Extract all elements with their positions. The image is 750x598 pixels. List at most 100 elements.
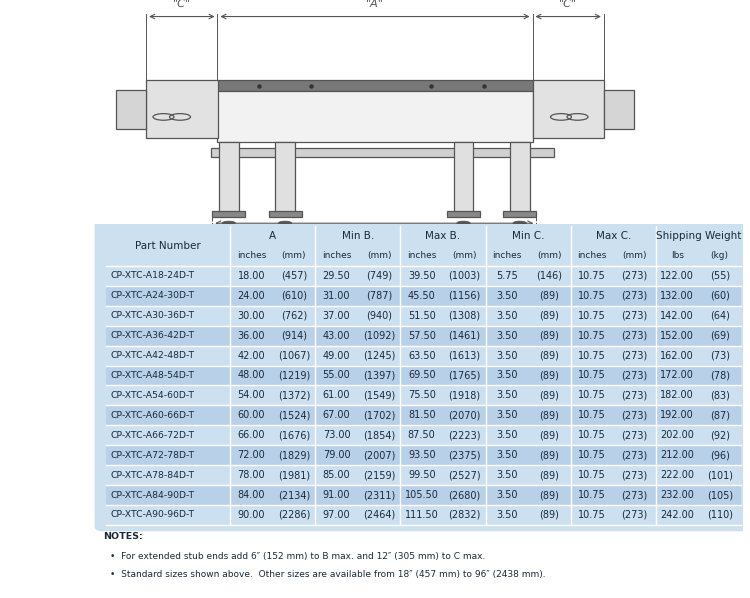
Text: (273): (273) bbox=[622, 331, 648, 341]
Text: 10.75: 10.75 bbox=[578, 350, 606, 361]
Text: (2527): (2527) bbox=[448, 470, 481, 480]
Text: (1676): (1676) bbox=[278, 430, 310, 440]
Text: 24.00: 24.00 bbox=[238, 291, 266, 301]
Text: (69): (69) bbox=[710, 331, 730, 341]
Bar bbox=[106, 425, 741, 445]
Text: (610): (610) bbox=[281, 291, 307, 301]
Text: 3.50: 3.50 bbox=[496, 410, 517, 420]
Text: (273): (273) bbox=[622, 430, 648, 440]
Text: (89): (89) bbox=[539, 450, 560, 460]
Text: (1308): (1308) bbox=[448, 311, 480, 321]
Text: (2159): (2159) bbox=[363, 470, 395, 480]
Text: 54.00: 54.00 bbox=[238, 390, 266, 401]
Text: (1067): (1067) bbox=[278, 350, 310, 361]
Text: "C": "C" bbox=[559, 0, 578, 10]
Text: 3.50: 3.50 bbox=[496, 390, 517, 401]
Text: 91.00: 91.00 bbox=[322, 490, 350, 500]
Text: CP-XTC-A24-30D-T: CP-XTC-A24-30D-T bbox=[111, 291, 195, 300]
Text: Min B.: Min B. bbox=[342, 231, 374, 241]
Text: (273): (273) bbox=[622, 350, 648, 361]
Text: (273): (273) bbox=[622, 311, 648, 321]
Text: 3.50: 3.50 bbox=[496, 470, 517, 480]
Text: Max C.: Max C. bbox=[596, 231, 631, 241]
Text: 242.00: 242.00 bbox=[660, 510, 694, 520]
Bar bbox=[106, 266, 741, 286]
Text: "C": "C" bbox=[172, 0, 190, 10]
Text: Part Number: Part Number bbox=[135, 241, 201, 251]
Bar bbox=[532, 80, 604, 138]
Text: (mm): (mm) bbox=[622, 251, 646, 260]
Text: "B": "B" bbox=[365, 236, 383, 246]
Text: inches: inches bbox=[322, 251, 351, 260]
Bar bbox=[106, 326, 741, 346]
Text: 63.50: 63.50 bbox=[408, 350, 436, 361]
Text: lbs: lbs bbox=[670, 251, 684, 260]
Text: (73): (73) bbox=[710, 350, 730, 361]
Text: 10.75: 10.75 bbox=[578, 490, 606, 500]
Text: 192.00: 192.00 bbox=[660, 410, 694, 420]
Text: 66.00: 66.00 bbox=[238, 430, 265, 440]
Text: (787): (787) bbox=[366, 291, 392, 301]
Text: (55): (55) bbox=[710, 271, 730, 281]
Text: 99.50: 99.50 bbox=[408, 470, 436, 480]
Text: (mm): (mm) bbox=[452, 251, 476, 260]
Text: 10.75: 10.75 bbox=[578, 390, 606, 401]
Bar bbox=[510, 142, 530, 213]
Text: (mm): (mm) bbox=[367, 251, 392, 260]
Bar bbox=[211, 148, 554, 157]
Text: 172.00: 172.00 bbox=[660, 371, 694, 380]
Text: (60): (60) bbox=[710, 291, 730, 301]
Text: 87.50: 87.50 bbox=[408, 430, 436, 440]
Text: 152.00: 152.00 bbox=[660, 331, 694, 341]
Text: (89): (89) bbox=[539, 291, 560, 301]
Bar bbox=[106, 386, 741, 405]
Circle shape bbox=[513, 221, 526, 225]
Text: (2223): (2223) bbox=[448, 430, 481, 440]
Bar bbox=[106, 445, 741, 465]
Text: (1918): (1918) bbox=[448, 390, 480, 401]
Text: NOTES:: NOTES: bbox=[103, 532, 142, 541]
Text: (1372): (1372) bbox=[278, 390, 310, 401]
Text: (1765): (1765) bbox=[448, 371, 481, 380]
Bar bbox=[503, 212, 536, 217]
Text: 3.50: 3.50 bbox=[496, 490, 517, 500]
Text: 93.50: 93.50 bbox=[408, 450, 436, 460]
Text: 81.50: 81.50 bbox=[408, 410, 436, 420]
Bar bbox=[217, 91, 532, 142]
Text: 85.00: 85.00 bbox=[322, 470, 350, 480]
Text: A: A bbox=[269, 231, 276, 241]
Text: 105.50: 105.50 bbox=[405, 490, 439, 500]
Text: inches: inches bbox=[237, 251, 266, 260]
Text: 232.00: 232.00 bbox=[660, 490, 694, 500]
Text: 10.75: 10.75 bbox=[578, 410, 606, 420]
Text: (1829): (1829) bbox=[278, 450, 310, 460]
Text: 18.00: 18.00 bbox=[238, 271, 265, 281]
Text: 43.00: 43.00 bbox=[322, 331, 350, 341]
Text: CP-XTC-A66-72D-T: CP-XTC-A66-72D-T bbox=[111, 431, 195, 440]
Text: CP-XTC-A54-60D-T: CP-XTC-A54-60D-T bbox=[111, 391, 195, 400]
Text: 10.75: 10.75 bbox=[578, 510, 606, 520]
Text: 3.50: 3.50 bbox=[496, 430, 517, 440]
Text: 3.50: 3.50 bbox=[496, 291, 517, 301]
Text: (1613): (1613) bbox=[448, 350, 480, 361]
Text: 10.75: 10.75 bbox=[578, 430, 606, 440]
Text: (89): (89) bbox=[539, 311, 560, 321]
Bar bbox=[106, 465, 741, 485]
Text: (mm): (mm) bbox=[282, 251, 306, 260]
Text: CP-XTC-A48-54D-T: CP-XTC-A48-54D-T bbox=[111, 371, 195, 380]
Text: (940): (940) bbox=[366, 311, 392, 321]
Text: (273): (273) bbox=[622, 450, 648, 460]
Bar bbox=[106, 346, 741, 365]
Text: CP-XTC-A30-36D-T: CP-XTC-A30-36D-T bbox=[111, 311, 195, 320]
Text: CP-XTC-A42-48D-T: CP-XTC-A42-48D-T bbox=[111, 351, 195, 360]
Text: 72.00: 72.00 bbox=[238, 450, 266, 460]
Text: (105): (105) bbox=[706, 490, 733, 500]
Text: CP-XTC-A78-84D-T: CP-XTC-A78-84D-T bbox=[111, 471, 195, 480]
Text: (2286): (2286) bbox=[278, 510, 310, 520]
Text: 122.00: 122.00 bbox=[660, 271, 694, 281]
Bar bbox=[106, 485, 741, 505]
FancyBboxPatch shape bbox=[94, 219, 750, 531]
Text: (1219): (1219) bbox=[278, 371, 310, 380]
Text: CP-XTC-A36-42D-T: CP-XTC-A36-42D-T bbox=[111, 331, 195, 340]
Text: 67.00: 67.00 bbox=[322, 410, 350, 420]
